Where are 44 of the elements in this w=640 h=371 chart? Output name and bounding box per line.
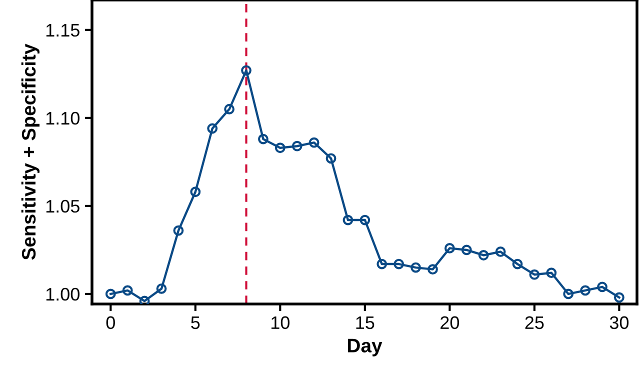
y-axis-title: Sensitivity + Specificity [21,44,40,260]
point [478,250,489,260]
point [461,244,472,256]
point [105,288,116,300]
point [563,288,574,300]
point [190,186,201,198]
point [241,65,252,76]
x-tick-label: 20 [440,316,460,330]
x-tick-label: 10 [272,316,290,330]
point [394,258,404,270]
y-tick-label: 1.05 [46,200,80,213]
point [360,214,370,226]
point [580,285,591,296]
point [512,258,523,270]
y-tick-label: 1.15 [46,24,80,37]
x-tick-label: 30 [610,316,629,330]
x-axis-title: Day [348,338,382,356]
point [428,264,438,275]
point [495,246,506,257]
x-tick-label: 0 [106,316,115,330]
point [207,123,218,134]
point [258,134,268,144]
point [597,282,608,292]
point [224,104,235,114]
point [614,292,624,303]
point [274,142,286,154]
point [529,269,540,280]
x-tick-label: 25 [525,316,544,330]
point [308,137,320,148]
x-tick-label: 5 [191,316,200,330]
y-tick-label: 1.10 [46,112,80,125]
point [326,153,336,164]
point [444,242,455,254]
point [410,262,421,273]
y-tick-label: 1.00 [46,288,80,301]
x-tick-label: 15 [356,316,374,330]
point [546,268,557,278]
point [173,225,184,236]
point [156,283,167,294]
point [342,214,354,226]
point [292,140,302,152]
point [376,258,388,270]
point [139,296,150,304]
point [122,285,133,296]
